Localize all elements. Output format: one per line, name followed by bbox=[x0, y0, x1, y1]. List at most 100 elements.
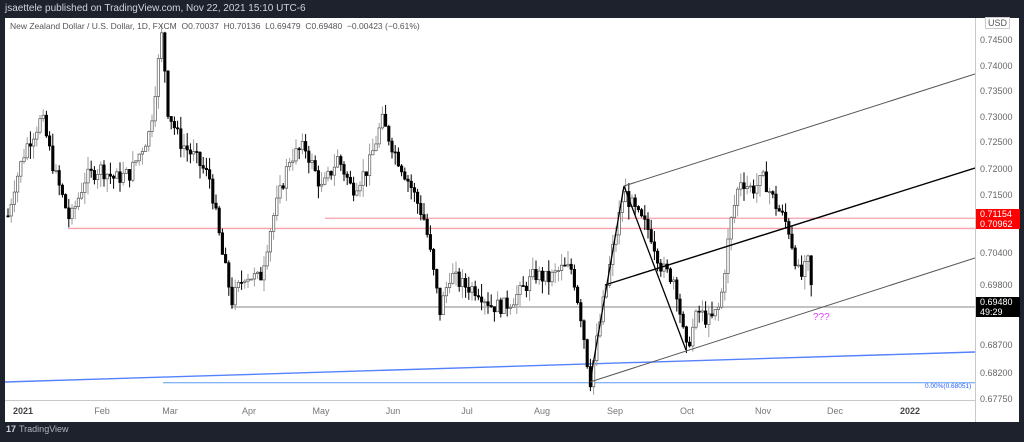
bearish-candle bbox=[579, 302, 583, 322]
bearish-candle bbox=[400, 165, 404, 173]
candlestick-chart[interactable]: ??? 0.00%(0.68051) bbox=[5, 18, 975, 400]
bearish-candle bbox=[569, 263, 573, 270]
chart-plot-area[interactable]: ??? 0.00%(0.68051) New Zealand Dollar / U… bbox=[5, 18, 975, 400]
bullish-candle bbox=[700, 310, 704, 313]
bullish-candle bbox=[96, 174, 100, 181]
bullish-candle bbox=[355, 190, 359, 196]
price-tick: 0.74500 bbox=[980, 35, 1013, 45]
bullish-candle bbox=[451, 273, 455, 284]
bullish-candle bbox=[275, 197, 279, 216]
bullish-candle bbox=[716, 306, 720, 310]
bullish-candle bbox=[76, 197, 80, 207]
price-tick: 0.70400 bbox=[980, 248, 1013, 258]
bullish-candle bbox=[444, 287, 448, 297]
time-label: Feb bbox=[94, 406, 110, 416]
bullish-candle bbox=[22, 157, 26, 163]
bullish-candle bbox=[19, 161, 23, 177]
bullish-candle bbox=[361, 171, 365, 186]
bullish-candle bbox=[537, 270, 541, 281]
bearish-candle bbox=[697, 310, 701, 313]
bullish-candle bbox=[713, 309, 717, 317]
price-tick: 0.72000 bbox=[980, 164, 1013, 174]
tradingview-footer[interactable]: 17 TradingView bbox=[6, 424, 69, 434]
bullish-candle bbox=[761, 171, 765, 176]
currency-label[interactable]: USD bbox=[985, 17, 1011, 29]
price-scale[interactable]: USD 0.74500 0.74000 0.73500 0.73000 0.72… bbox=[975, 17, 1020, 422]
price-tick: 0.68200 bbox=[980, 368, 1013, 378]
bullish-candle bbox=[454, 271, 458, 274]
bullish-candle bbox=[256, 271, 260, 274]
bearish-candle bbox=[204, 167, 208, 171]
tradingview-logo-icon: 17 bbox=[6, 424, 17, 434]
bullish-candle bbox=[448, 282, 452, 288]
brand-name: TradingView bbox=[19, 424, 69, 434]
bullish-candle bbox=[691, 326, 695, 347]
bullish-candle bbox=[153, 96, 157, 122]
bearish-candle bbox=[64, 194, 68, 209]
symbol-legend: New Zealand Dollar / U.S. Dollar, 1D, FX… bbox=[10, 21, 420, 31]
bullish-candle bbox=[377, 127, 381, 145]
bearish-candle bbox=[188, 149, 192, 155]
bearish-candle bbox=[163, 32, 167, 72]
bullish-candle bbox=[105, 173, 109, 180]
bullish-candle bbox=[83, 182, 87, 193]
bullish-candle bbox=[265, 251, 269, 267]
bullish-candle bbox=[620, 201, 624, 213]
bullish-candle bbox=[131, 161, 135, 181]
bullish-candle bbox=[121, 172, 125, 183]
bearish-candle bbox=[572, 268, 576, 288]
publish-line: jsaettele published on TradingView.com, … bbox=[5, 3, 306, 14]
bearish-candle bbox=[742, 182, 746, 189]
time-scale[interactable]: 2021 Feb Mar Apr May Jun Jul Aug Sep Oct… bbox=[5, 400, 975, 423]
bearish-candle bbox=[652, 241, 656, 252]
bearish-candle bbox=[473, 286, 477, 296]
bearish-candle bbox=[412, 187, 416, 193]
bullish-candle bbox=[70, 207, 74, 220]
bullish-candle bbox=[288, 162, 292, 168]
bearish-candle bbox=[464, 278, 468, 288]
bearish-candle bbox=[44, 114, 48, 137]
bearish-candle bbox=[649, 229, 653, 243]
bullish-candle bbox=[115, 171, 119, 179]
bearish-candle bbox=[774, 193, 778, 209]
bearish-candle bbox=[214, 202, 218, 209]
bullish-candle bbox=[736, 188, 740, 206]
bullish-candle bbox=[803, 261, 807, 277]
bearish-candle bbox=[486, 301, 490, 306]
bearish-candle bbox=[540, 270, 544, 282]
bullish-candle bbox=[25, 143, 29, 159]
bullish-candle bbox=[326, 170, 330, 179]
bearish-candle bbox=[259, 271, 263, 281]
bearish-candle bbox=[352, 182, 356, 196]
bullish-candle bbox=[134, 160, 138, 163]
chart-frame: ??? 0.00%(0.68051) New Zealand Dollar / U… bbox=[5, 17, 1020, 423]
bearish-candle bbox=[198, 151, 202, 166]
bearish-candle bbox=[28, 143, 32, 147]
bullish-candle bbox=[556, 270, 560, 272]
bullish-candle bbox=[300, 141, 304, 151]
pitchfork-handle-bc bbox=[623, 185, 687, 351]
bullish-candle bbox=[515, 294, 519, 306]
bearish-candle bbox=[422, 214, 426, 220]
bullish-candle bbox=[54, 170, 58, 172]
bearish-candle bbox=[406, 178, 410, 182]
bearish-candle bbox=[480, 296, 484, 303]
pitchfork-median-line bbox=[604, 167, 975, 286]
bullish-candle bbox=[528, 276, 532, 292]
bearish-candle bbox=[585, 339, 589, 367]
bearish-candle bbox=[438, 287, 442, 316]
price-tick: 0.67750 bbox=[980, 394, 1013, 404]
bearish-candle bbox=[521, 285, 525, 287]
bullish-candle bbox=[233, 287, 237, 306]
bullish-candle bbox=[508, 306, 512, 309]
bearish-candle bbox=[675, 279, 679, 300]
level-label-low: 0.70962 bbox=[976, 219, 1020, 229]
bearish-candle bbox=[345, 173, 349, 178]
bearish-candle bbox=[304, 141, 308, 152]
time-label: Jun bbox=[385, 406, 401, 416]
bullish-candle bbox=[380, 113, 384, 129]
pitchfork-upper-line bbox=[623, 73, 975, 187]
bearish-candle bbox=[172, 121, 176, 129]
symbol-title: New Zealand Dollar / U.S. Dollar, 1D, FX… bbox=[10, 21, 177, 31]
bullish-candle bbox=[246, 278, 250, 282]
